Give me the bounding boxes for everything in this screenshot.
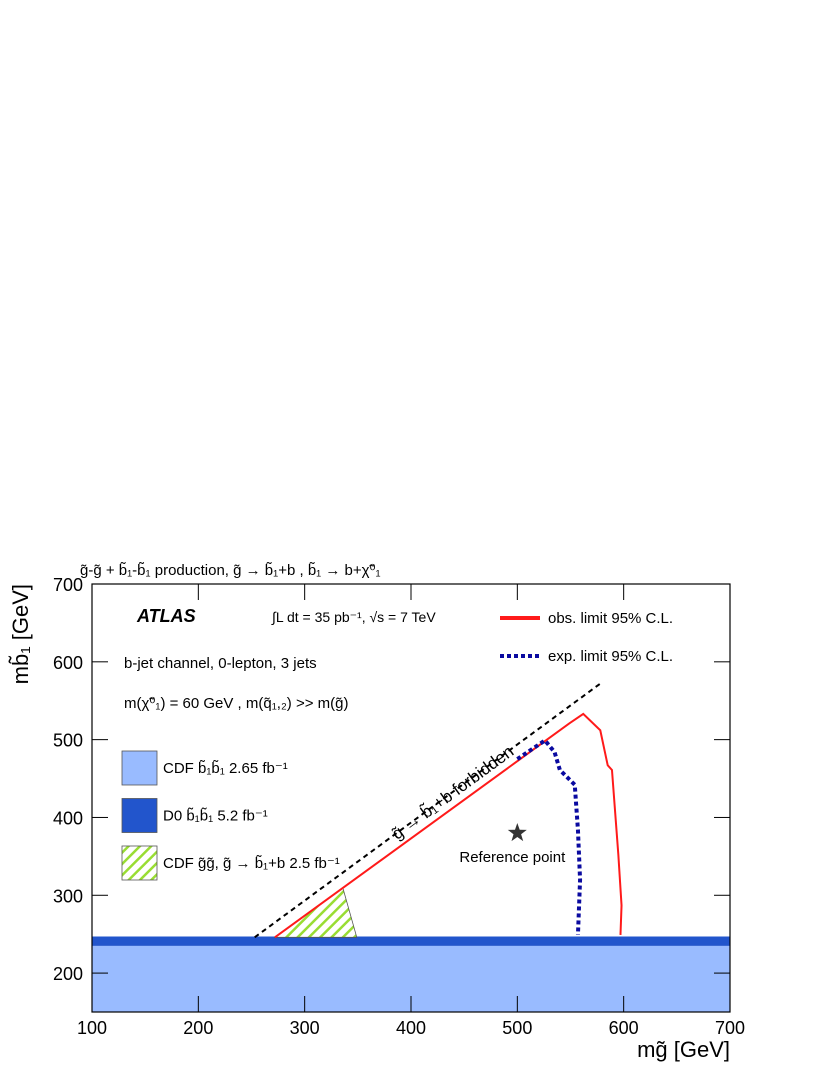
regions (92, 887, 730, 1012)
mass-assumption-label: m(χ̃⁰₁) = 60 GeV , m(q̃₁,₂) >> m(g̃) (124, 695, 348, 712)
channel-label: b-jet channel, 0-lepton, 3 jets (124, 655, 317, 672)
legend-label: CDF b̃₁b̃₁ 2.65 fb⁻¹ (163, 760, 288, 777)
legend-swatch (121, 750, 158, 786)
x-tick-label: 500 (502, 1018, 532, 1038)
y-tick-label: 200 (53, 964, 83, 984)
legend-swatch (121, 798, 158, 833)
y-tick-label: 700 (53, 575, 83, 595)
y-tick-label: 600 (53, 653, 83, 673)
chart-title: g̃-g̃ + b̃₁-b̃₁ production, g̃ → b̃₁+b ,… (80, 562, 381, 579)
x-tick-label: 300 (290, 1018, 320, 1038)
legend-label: CDF g̃g̃, g̃ → b̃₁+b 2.5 fb⁻¹ (163, 855, 340, 872)
exclusion-region (92, 936, 730, 946)
x-tick-label: 700 (715, 1018, 745, 1038)
legend-label: obs. limit 95% C.L. (548, 610, 673, 627)
experiment-label: ATLAS (136, 606, 196, 626)
x-tick-label: 100 (77, 1018, 107, 1038)
y-axis-label: mb̃₁ [GeV] (8, 584, 33, 684)
exclusion-region (92, 945, 730, 1012)
luminosity-label: ∫L dt = 35 pb⁻¹, √s = 7 TeV (271, 609, 436, 625)
x-axis-label: mg̃ [GeV] (637, 1037, 730, 1062)
legend-swatch (121, 845, 158, 881)
forbidden-label: g̃ → b̃₁+b forbidden (388, 741, 517, 843)
plot (254, 681, 623, 939)
reference-point (507, 823, 527, 842)
x-tick-label: 600 (609, 1018, 639, 1038)
reference-label: Reference point (459, 849, 566, 866)
y-tick-label: 500 (53, 731, 83, 751)
legend-label: exp. limit 95% C.L. (548, 648, 673, 665)
x-tick-label: 400 (396, 1018, 426, 1038)
legend-label: D0 b̃₁b̃₁ 5.2 fb⁻¹ (163, 807, 268, 824)
y-tick-label: 400 (53, 808, 83, 828)
y-tick-label: 300 (53, 886, 83, 906)
limit-line (516, 737, 583, 936)
limit-line (274, 712, 623, 939)
x-tick-label: 200 (183, 1018, 213, 1038)
